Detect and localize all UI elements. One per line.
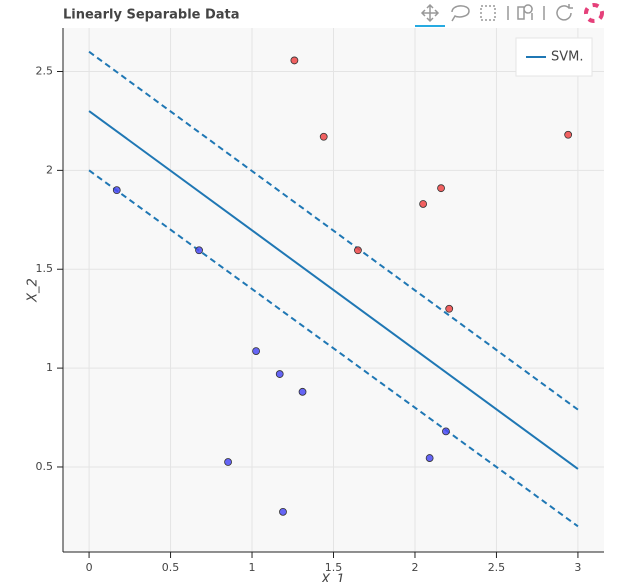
point	[279, 507, 287, 516]
point	[195, 246, 203, 255]
y-tick-label: 2.5	[36, 65, 54, 78]
point	[437, 184, 445, 193]
point	[442, 427, 450, 436]
point	[275, 370, 284, 378]
pan-tool[interactable]	[415, 3, 445, 27]
y-tick-label: 0.5	[36, 460, 54, 473]
legend-label: SVM.	[551, 50, 584, 65]
x-tick-label: 1	[249, 561, 256, 574]
x-tick-label: 0.5	[162, 561, 180, 574]
lasso-tool[interactable]	[451, 5, 470, 22]
svm-line	[88, 110, 579, 470]
point	[445, 304, 454, 313]
chart-title: Linearly Separable Data	[63, 8, 240, 23]
point	[112, 186, 121, 195]
point	[290, 56, 299, 65]
point	[419, 200, 428, 208]
point	[354, 246, 362, 255]
point	[319, 132, 328, 141]
x-tick-label: 3	[574, 561, 581, 574]
x-tick-label: 2.5	[488, 561, 506, 574]
point	[425, 454, 434, 462]
bokeh-logo[interactable]	[584, 3, 604, 23]
y-axis-label: X_2	[26, 278, 41, 303]
wheel-zoom-tool[interactable]	[517, 4, 533, 20]
point	[252, 347, 260, 356]
y-tick-label: 1.5	[36, 262, 54, 275]
point	[224, 458, 232, 466]
reset-tool[interactable]	[556, 4, 573, 21]
toolbar	[415, 3, 604, 27]
x-tick-label: 2	[411, 561, 418, 574]
margin-line	[88, 169, 579, 528]
point	[564, 130, 573, 139]
y-tick-label: 2	[46, 163, 53, 176]
margin-line	[88, 50, 579, 411]
point	[298, 387, 307, 396]
x-tick-label: 1.5	[325, 561, 343, 574]
box-select-tool[interactable]	[480, 5, 496, 21]
y-tick-label: 1	[46, 361, 53, 374]
x-axis-label: X_1	[320, 573, 345, 582]
x-tick-label: 0	[86, 561, 93, 574]
